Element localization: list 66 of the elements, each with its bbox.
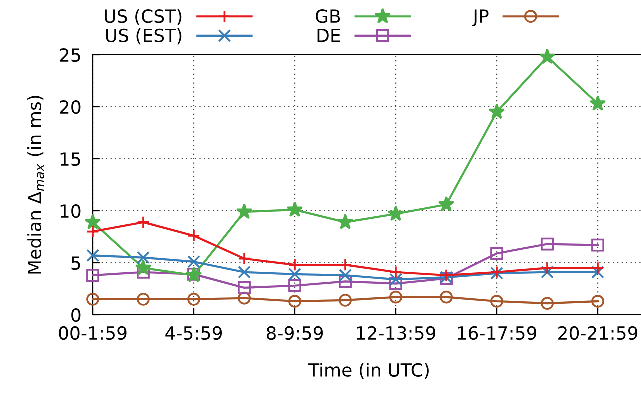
point [438, 196, 455, 212]
point [86, 292, 100, 306]
point [288, 268, 302, 281]
point [488, 104, 506, 120]
point [592, 238, 604, 252]
x-tick-label: 12-13:59 [357, 326, 436, 340]
point [135, 260, 152, 276]
legend-label: US (EST) [106, 28, 182, 45]
point [541, 262, 554, 275]
x-tick-label: 4-5:59 [166, 326, 222, 340]
point [86, 249, 100, 262]
point [188, 230, 200, 242]
y-tick-label: 20 [60, 100, 81, 114]
point [137, 216, 150, 229]
point [339, 294, 352, 307]
point [137, 251, 150, 264]
point [238, 292, 251, 305]
point [84, 214, 102, 230]
point [592, 262, 604, 275]
point [592, 295, 604, 308]
x-tick-label: 8-9:59 [266, 326, 324, 340]
y-tick-label: 0 [72, 308, 81, 322]
point [288, 295, 302, 308]
point [137, 292, 150, 306]
y-tick-label: 5 [72, 256, 80, 270]
point [590, 95, 606, 111]
x-tick-label: 20-21:59 [558, 326, 638, 340]
y-axis-title: Median Δ$_{max}$ (in ms) [28, 96, 44, 274]
point [440, 290, 453, 304]
point [86, 269, 100, 282]
point [390, 266, 402, 279]
point [490, 295, 504, 308]
point [541, 297, 554, 310]
point [86, 225, 100, 238]
x-axis-title: Time (in UTC) [308, 363, 429, 380]
point [288, 279, 302, 292]
point [390, 277, 402, 290]
point [339, 269, 352, 282]
point [592, 266, 604, 279]
point [390, 273, 402, 286]
point [337, 214, 354, 230]
point [238, 252, 251, 266]
legend-label: DE [318, 29, 340, 42]
point [388, 206, 404, 222]
legend-label: JP [472, 10, 489, 27]
x-tick-label: 16-17:59 [458, 326, 537, 340]
point [490, 247, 504, 260]
point [137, 266, 150, 279]
x-tick-label: 00-1:59 [59, 326, 127, 340]
point [238, 266, 251, 279]
legend-label: US (CST) [105, 9, 182, 26]
y-tick-label: 10 [60, 204, 81, 218]
point [390, 290, 402, 304]
y-tick-label: 15 [60, 152, 80, 166]
point [541, 266, 554, 279]
point [539, 48, 556, 64]
point [238, 282, 251, 294]
point [541, 238, 554, 251]
point [188, 292, 200, 306]
point [236, 203, 253, 220]
legend-label: GB [316, 10, 340, 24]
point [339, 275, 352, 288]
point [440, 269, 453, 282]
y-tick-label: 25 [60, 48, 80, 62]
point [286, 201, 304, 218]
point [188, 256, 200, 268]
